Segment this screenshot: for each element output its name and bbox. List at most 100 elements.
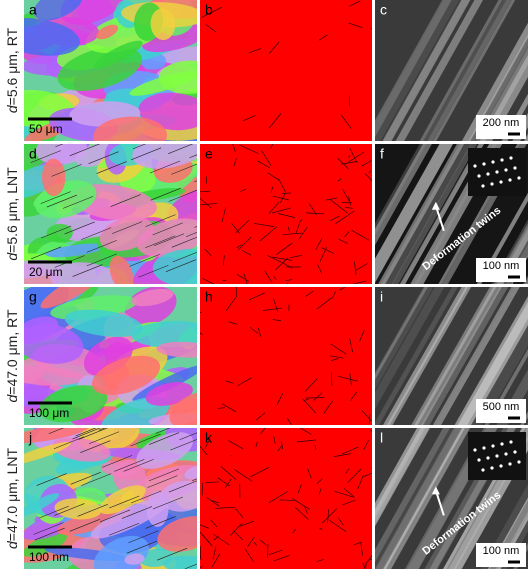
band <box>378 144 465 284</box>
phase-map <box>200 0 372 141</box>
panel-letter: h <box>205 289 213 305</box>
twin-line <box>80 440 111 453</box>
twin-line <box>128 530 159 544</box>
boundary <box>257 160 270 168</box>
spot <box>509 440 513 444</box>
boundary <box>248 48 262 54</box>
row-label: d=5.6 μm, RT <box>4 27 20 113</box>
twin-line <box>102 455 133 468</box>
spot <box>490 466 494 470</box>
grain <box>45 243 105 258</box>
boundary <box>333 453 352 457</box>
boundary <box>230 522 243 536</box>
grain <box>158 60 197 94</box>
grain <box>137 218 197 257</box>
boundary <box>344 231 350 238</box>
boundary <box>361 410 372 422</box>
boundary <box>224 478 232 489</box>
boundary <box>285 279 293 282</box>
band <box>461 22 528 141</box>
twin-line <box>153 233 185 247</box>
boundary <box>364 173 372 182</box>
boundary <box>274 257 289 271</box>
twin-line <box>78 428 108 440</box>
boundary <box>205 24 217 33</box>
twin-line <box>33 522 64 535</box>
boundary <box>233 158 237 167</box>
scale-label: 20 μm <box>29 265 63 279</box>
twin-line <box>123 459 154 472</box>
arrow-head <box>431 201 440 210</box>
boundary <box>298 227 308 240</box>
twin-line <box>64 221 95 235</box>
panel-letter: a <box>29 2 37 18</box>
twin-line <box>171 163 197 175</box>
boundary <box>239 144 259 154</box>
boundary <box>359 329 365 342</box>
grain <box>60 0 126 25</box>
boundary <box>279 499 295 501</box>
boundary <box>277 444 283 452</box>
twin-line <box>185 232 197 237</box>
panel-letter: g <box>29 289 37 305</box>
twin-line <box>54 503 85 516</box>
boundary <box>341 161 358 165</box>
panel <box>24 144 197 284</box>
grain <box>56 506 133 535</box>
band <box>395 0 484 141</box>
boundary <box>212 500 220 504</box>
boundary <box>338 238 348 244</box>
spot <box>504 168 508 172</box>
row-label-text: =47.0 μm, LNT <box>4 448 20 542</box>
twin-line <box>36 473 67 486</box>
spot <box>495 170 499 174</box>
boundary <box>202 534 212 546</box>
boundary <box>294 507 309 520</box>
boundary <box>348 154 351 158</box>
grain <box>138 92 197 131</box>
panel-letter: e <box>205 146 213 162</box>
boundary <box>349 0 361 7</box>
twin-line <box>77 504 108 517</box>
boundary <box>267 172 280 181</box>
boundary <box>242 250 252 256</box>
boundary <box>349 148 358 163</box>
boundary <box>297 484 302 494</box>
boundary <box>355 263 368 271</box>
boundary <box>302 398 316 414</box>
spot <box>482 446 486 450</box>
grain <box>150 8 176 41</box>
boundary <box>337 178 342 182</box>
boundary <box>308 203 317 215</box>
boundary <box>278 213 296 218</box>
twin-line <box>81 473 112 486</box>
grain <box>24 259 62 279</box>
boundary <box>272 195 289 201</box>
boundary <box>250 466 269 478</box>
boundary <box>318 488 322 495</box>
boundary <box>200 332 203 336</box>
row-label-symbol: d <box>4 394 20 403</box>
boundary <box>221 403 237 413</box>
boundary <box>345 468 350 474</box>
spot <box>495 454 499 458</box>
scale-label: 50 μm <box>29 122 63 136</box>
grain <box>159 481 197 512</box>
grain <box>109 255 134 284</box>
twin-line <box>150 187 181 201</box>
spot <box>490 182 494 186</box>
boundary <box>330 215 340 221</box>
boundary <box>338 375 358 382</box>
boundary <box>317 264 323 274</box>
twin-line <box>34 527 65 541</box>
twin-line <box>147 475 178 488</box>
boundary <box>260 539 267 546</box>
twin-line <box>114 459 145 472</box>
twin-line <box>110 194 141 207</box>
boundary <box>212 546 217 560</box>
grain <box>93 116 168 141</box>
boundary <box>342 446 359 455</box>
phase-map <box>200 144 372 284</box>
panel-letter: j <box>28 430 32 446</box>
boundary <box>335 210 355 224</box>
